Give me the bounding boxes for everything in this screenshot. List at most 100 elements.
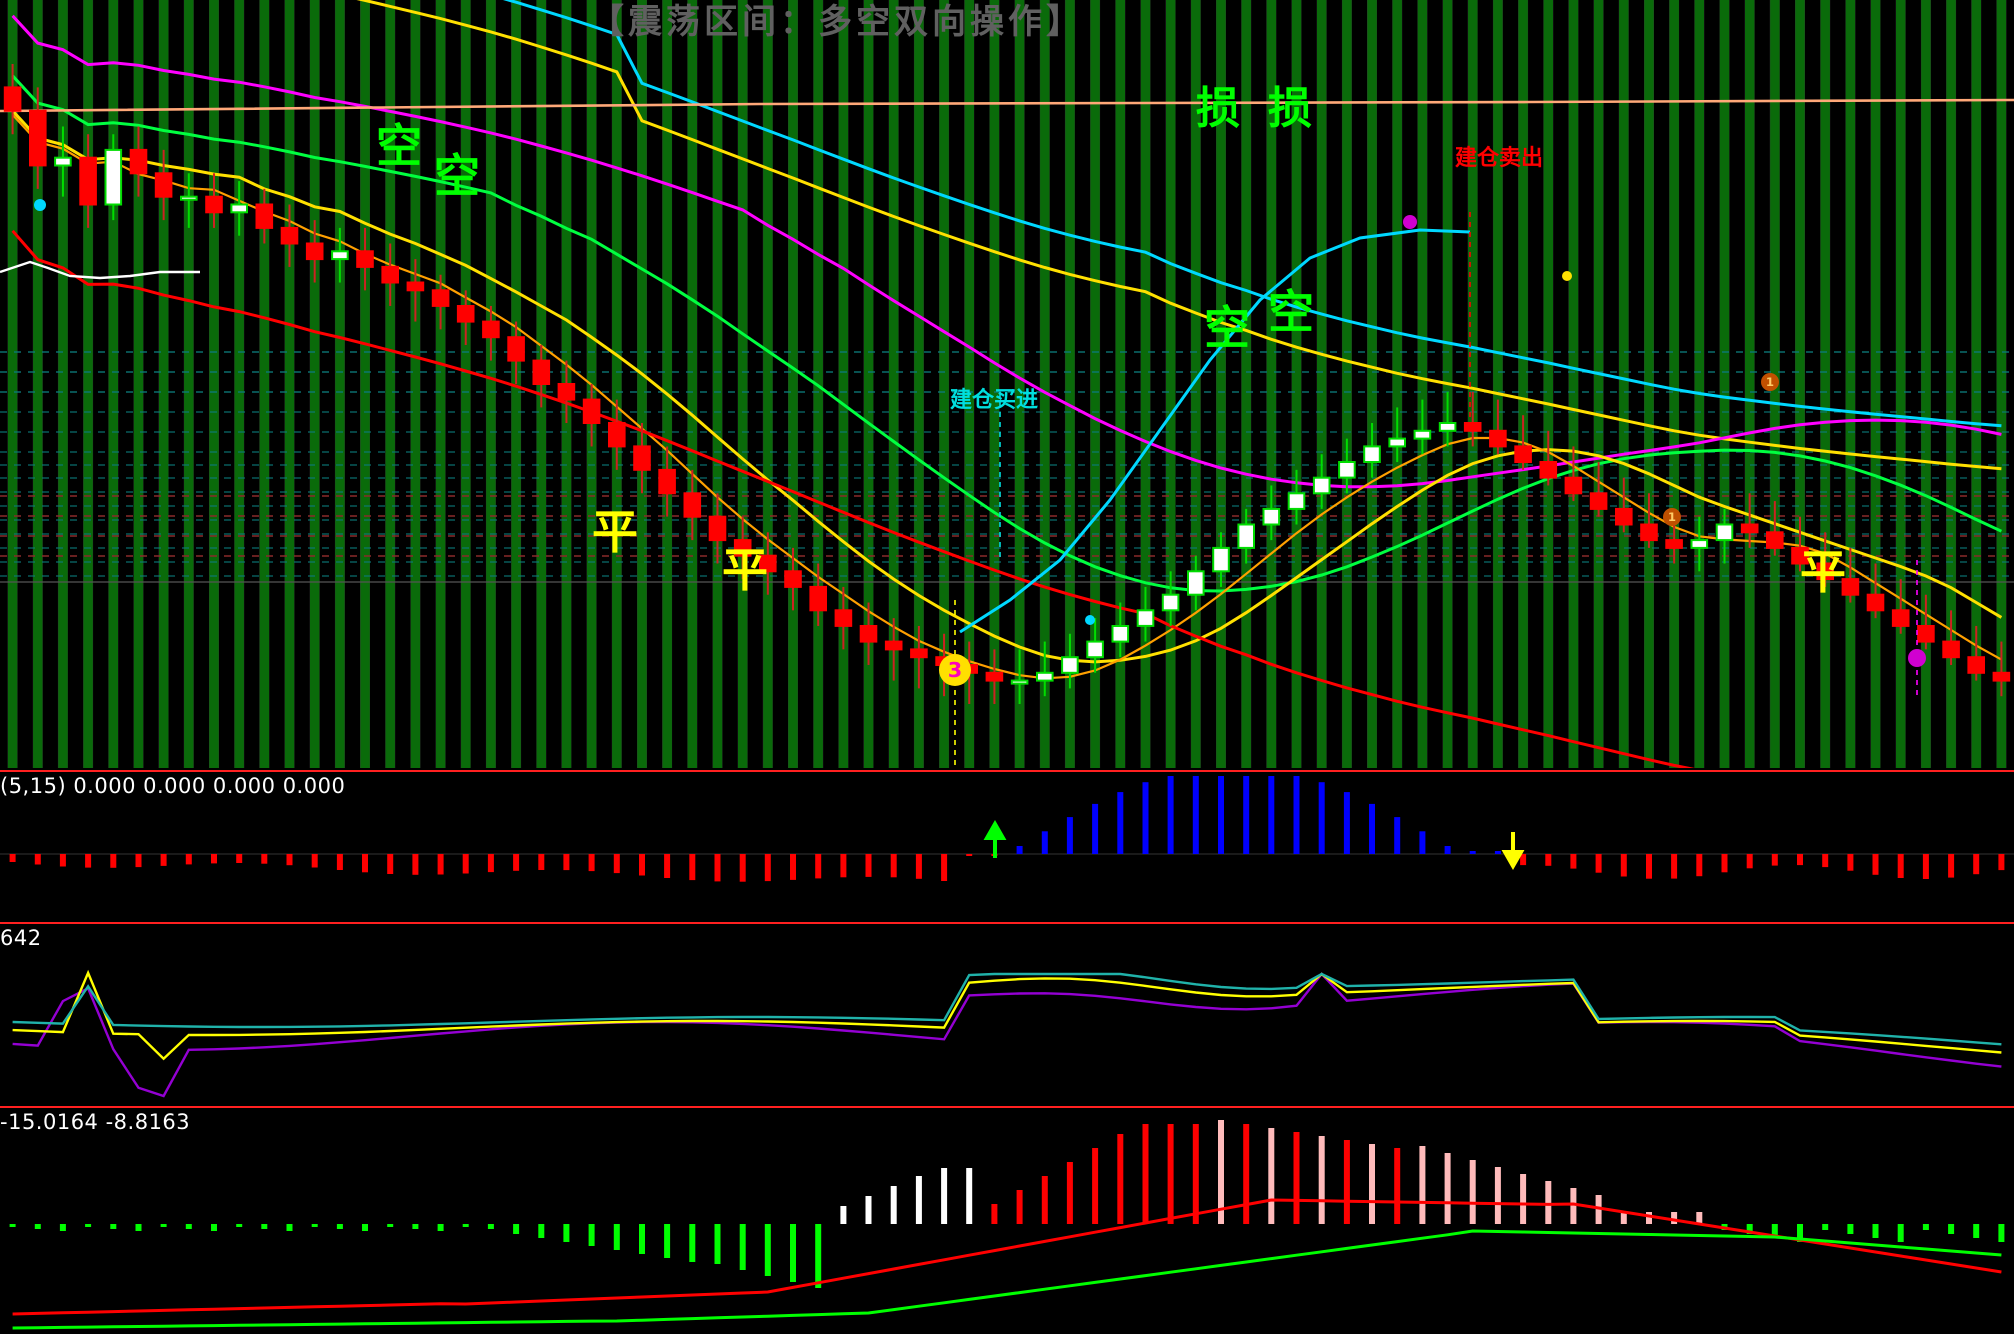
momentum-panel[interactable]: (5,15) 0.000 0.000 0.000 0.000: [0, 772, 2014, 920]
candlestick[interactable]: [356, 250, 374, 268]
candlestick[interactable]: [1388, 437, 1407, 448]
candlestick[interactable]: [406, 281, 425, 292]
signal-dot-orange-lower[interactable]: 1: [1663, 508, 1681, 526]
candlestick[interactable]: [1086, 640, 1104, 659]
candlestick[interactable]: [1262, 507, 1281, 526]
signal-dot-cyan-left[interactable]: [34, 199, 46, 211]
signal-dot-magenta-top[interactable]: [1403, 215, 1417, 229]
candlestick[interactable]: [1665, 539, 1683, 549]
candlestick[interactable]: [1640, 523, 1658, 542]
candlestick[interactable]: [129, 148, 148, 175]
candlestick[interactable]: [1463, 422, 1482, 432]
candlestick[interactable]: [1589, 492, 1608, 510]
candlestick[interactable]: [154, 172, 173, 198]
candlestick[interactable]: [1615, 507, 1633, 526]
candlestick[interactable]: [29, 109, 47, 167]
candlestick[interactable]: [608, 422, 626, 448]
candlestick[interactable]: [532, 359, 551, 386]
sell-arrow-icon[interactable]: [1501, 832, 1525, 871]
momentum-bar-bear: [1973, 854, 1980, 875]
candlestick[interactable]: [1036, 671, 1054, 682]
signal-dot-yellow[interactable]: [1562, 271, 1572, 281]
candlestick[interactable]: [205, 195, 223, 214]
signal-dot-orange-upper[interactable]: 1: [1761, 373, 1779, 391]
candlestick[interactable]: [759, 554, 777, 573]
candlestick[interactable]: [54, 156, 72, 167]
candlestick[interactable]: [859, 625, 878, 643]
candlestick[interactable]: [507, 336, 525, 362]
candlestick[interactable]: [1161, 593, 1180, 612]
macd-panel[interactable]: -15.0164 -8.8163: [0, 1108, 2014, 1334]
candlestick[interactable]: [733, 539, 752, 557]
candlestick[interactable]: [1514, 445, 1532, 463]
candlestick[interactable]: [1992, 671, 2011, 682]
macd-histogram-bar: [85, 1224, 92, 1227]
candlestick[interactable]: [1237, 523, 1256, 549]
candlestick[interactable]: [910, 648, 928, 659]
momentum-bar-bear: [160, 854, 167, 866]
candlestick[interactable]: [1010, 679, 1029, 685]
candlestick[interactable]: [280, 226, 299, 245]
candlestick[interactable]: [1766, 531, 1784, 549]
candlestick[interactable]: [1338, 461, 1356, 479]
candlestick[interactable]: [1413, 429, 1432, 440]
candlestick[interactable]: [1212, 546, 1230, 573]
kdj-panel[interactable]: 642: [0, 924, 2014, 1104]
price-panel[interactable]: [0, 0, 2014, 768]
candlestick[interactable]: [1438, 422, 1457, 432]
signal-dot-cyan-mid[interactable]: [1085, 615, 1095, 625]
candlestick[interactable]: [180, 195, 198, 201]
volume-bar: [889, 0, 899, 768]
candlestick[interactable]: [1967, 656, 1986, 674]
candlestick[interactable]: [431, 289, 450, 307]
candlestick[interactable]: [557, 383, 576, 401]
candlestick[interactable]: [1539, 461, 1558, 479]
candlestick[interactable]: [884, 640, 903, 651]
candlestick[interactable]: [1312, 476, 1331, 495]
candlestick[interactable]: [104, 148, 123, 206]
candlestick[interactable]: [331, 250, 349, 261]
candlestick[interactable]: [79, 156, 97, 206]
candlestick[interactable]: [3, 86, 22, 112]
momentum-bar-bull: [1469, 851, 1476, 854]
candlestick[interactable]: [1791, 546, 1809, 565]
candlestick[interactable]: [381, 265, 399, 284]
volume-bar: [939, 0, 949, 768]
candlestick[interactable]: [1917, 625, 1935, 643]
candlestick[interactable]: [683, 492, 702, 518]
signal-dot-magenta-bottom[interactable]: [1908, 649, 1926, 667]
candlestick[interactable]: [1690, 539, 1709, 549]
buy-arrow-icon[interactable]: [983, 819, 1007, 858]
candlestick[interactable]: [482, 320, 500, 339]
volume-bar: [1115, 0, 1125, 768]
candlestick[interactable]: [784, 570, 802, 588]
candlestick[interactable]: [456, 305, 475, 323]
macd-histogram-bar: [1218, 1120, 1224, 1224]
candlestick[interactable]: [708, 515, 727, 542]
candlestick[interactable]: [255, 203, 274, 229]
candlestick[interactable]: [1942, 640, 1960, 659]
candlestick[interactable]: [582, 398, 601, 425]
candlestick[interactable]: [1841, 578, 1860, 596]
candlestick[interactable]: [1891, 609, 1910, 627]
candlestick[interactable]: [1136, 609, 1155, 627]
candlestick[interactable]: [1287, 492, 1306, 510]
candlestick[interactable]: [1740, 523, 1759, 534]
candlestick[interactable]: [834, 609, 853, 627]
candlestick[interactable]: [230, 203, 248, 214]
candlestick[interactable]: [1489, 429, 1507, 448]
candlestick[interactable]: [305, 242, 324, 261]
candlestick[interactable]: [1187, 570, 1205, 596]
candlestick[interactable]: [809, 585, 828, 612]
candlestick[interactable]: [1866, 593, 1885, 612]
candlestick[interactable]: [1111, 625, 1130, 643]
candlestick[interactable]: [985, 671, 1004, 682]
candlestick[interactable]: [1715, 523, 1734, 542]
candlestick[interactable]: [1061, 656, 1079, 674]
candlestick[interactable]: [633, 445, 651, 471]
signal-badge-3[interactable]: 3: [939, 654, 971, 686]
candlestick[interactable]: [1816, 562, 1835, 581]
candlestick[interactable]: [1363, 445, 1381, 463]
candlestick[interactable]: [658, 468, 676, 495]
candlestick[interactable]: [1564, 476, 1583, 495]
